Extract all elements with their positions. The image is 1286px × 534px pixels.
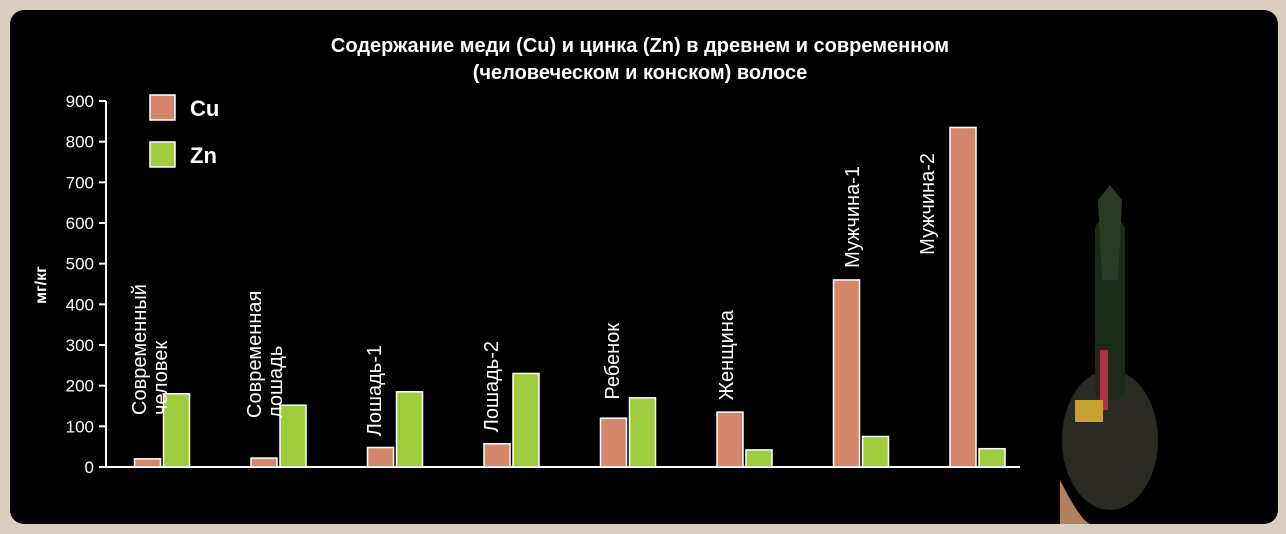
bar: [834, 280, 860, 467]
bar: [950, 127, 976, 467]
bar: [484, 444, 510, 467]
y-tick-label: 500: [66, 255, 94, 274]
chart: Содержание меди (Cu) и цинка (Zn) в древ…: [0, 0, 1286, 534]
legend-label: Cu: [190, 96, 219, 121]
bar: [513, 373, 539, 467]
legend-swatch: [150, 95, 175, 120]
bar: [368, 447, 394, 467]
y-tick-label: 300: [66, 336, 94, 355]
legend-label: Zn: [190, 143, 217, 168]
legend-swatch: [150, 142, 175, 167]
bar: [251, 458, 277, 467]
bar: [135, 459, 161, 467]
bar: [601, 418, 627, 467]
category-label: Мужчина-2: [918, 153, 939, 255]
bar: [746, 450, 772, 467]
category-label: Ребенок: [603, 323, 624, 400]
y-tick-label: 100: [66, 417, 94, 436]
category-label: Современная лошадь: [245, 283, 287, 418]
bar: [717, 412, 743, 467]
bar: [630, 398, 656, 467]
category-label: Лошадь-2: [482, 341, 503, 432]
y-tick-label: 800: [66, 133, 94, 152]
y-tick-label: 0: [85, 458, 94, 477]
bar: [397, 392, 423, 467]
bar: [979, 449, 1005, 467]
y-tick-label: 700: [66, 173, 94, 192]
category-label: Современный человек: [130, 280, 172, 415]
y-axis-label: мг/кг: [33, 266, 50, 304]
category-label: Мужчина-1: [843, 166, 864, 268]
category-label: Женщина: [717, 310, 738, 400]
y-tick-label: 200: [66, 377, 94, 396]
bar: [863, 437, 889, 468]
y-tick-label: 600: [66, 214, 94, 233]
y-tick-label: 900: [66, 92, 94, 111]
page: Содержание меди (Cu) и цинка (Zn) в древ…: [0, 0, 1286, 534]
category-label: Лошадь-1: [365, 345, 386, 436]
y-tick-label: 400: [66, 295, 94, 314]
figure-decoration: [1060, 185, 1158, 524]
chart-subtitle: (человеческом и конском) волосе: [473, 62, 807, 84]
chart-title: Содержание меди (Cu) и цинка (Zn) в древ…: [331, 35, 949, 57]
